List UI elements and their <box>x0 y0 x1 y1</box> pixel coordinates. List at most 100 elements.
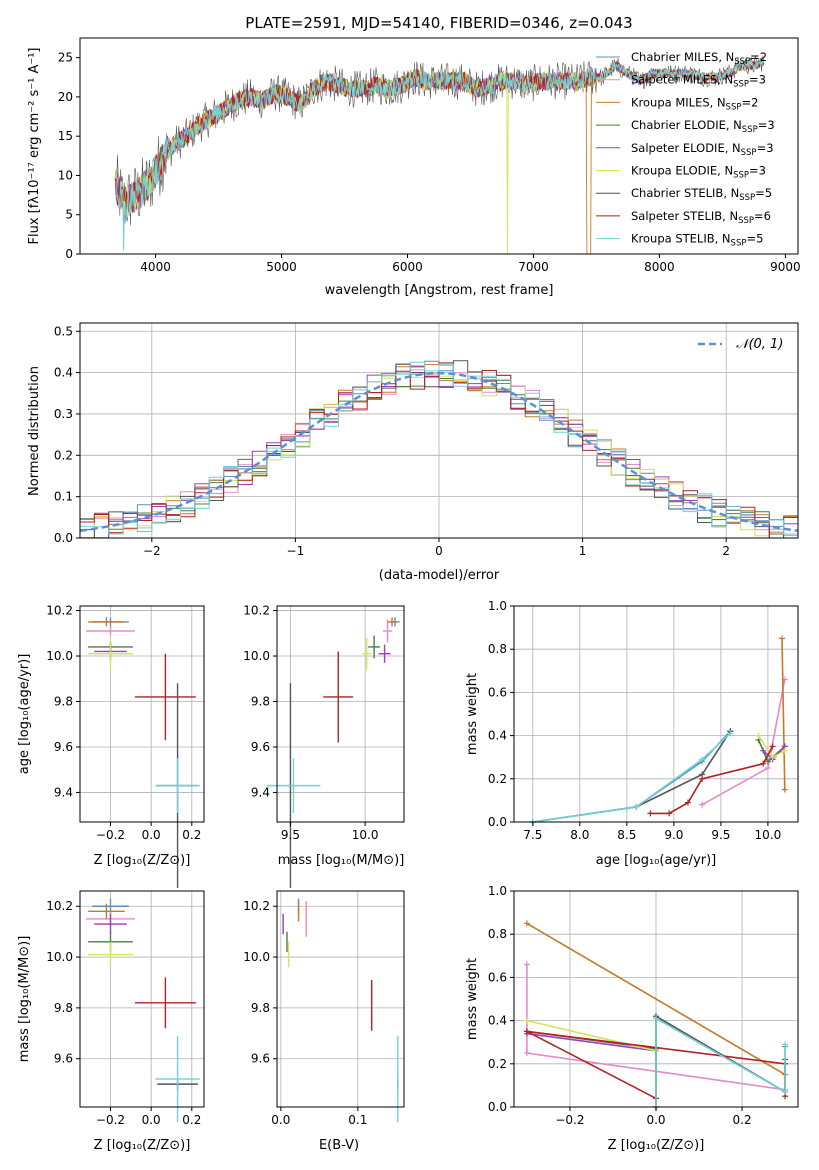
age-z-point <box>88 617 125 627</box>
weight-age-series-line <box>650 746 774 815</box>
mass-ebv-xtick-label: 0.0 <box>271 1113 290 1127</box>
weight-z-xtick-label: −0.2 <box>555 1113 584 1127</box>
spectrum-xlabel: wavelength [Angstrom, rest frame] <box>325 283 554 298</box>
spectrum-series-line <box>114 56 764 212</box>
residuals-xtick-label: 0 <box>435 544 443 558</box>
legend-label: Salpeter STELIB, NSSP=6 <box>631 209 771 226</box>
mass-z-xlabel: Z [log₁₀(Z/Z⊙)] <box>94 1138 191 1153</box>
age-mass-ytick-label: 9.4 <box>251 785 270 799</box>
weight-age-series-line <box>701 679 786 806</box>
legend-label: Chabrier MILES, NSSP=2 <box>631 50 767 67</box>
weight-vs-age-panel: 7.5 8.0 8.5 9.0 9.5 10.0 0.0 0.2 0.4 0.6 0.8 1.0 <box>488 599 799 842</box>
weight-age-xtick-label: 8.0 <box>570 828 589 842</box>
spectrum-ytick-label: 0 <box>65 247 73 261</box>
weight-age-marker <box>699 775 706 782</box>
spectrum-xtick-label: 8000 <box>644 260 675 274</box>
legend-label: Kroupa ELODIE, NSSP=3 <box>631 164 766 181</box>
mass-z-ytick-label: 9.6 <box>54 1052 73 1066</box>
weight-z-xlabel: Z [log₁₀(Z/Z⊙)] <box>608 1138 705 1153</box>
weight-age-series-line <box>781 638 786 790</box>
weight-z-series-line <box>526 1032 657 1052</box>
spectrum-ytick-label: 10 <box>58 168 73 182</box>
age-mass-ytick-label: 10.0 <box>243 649 270 663</box>
spectrum-xtick-label: 4000 <box>140 260 171 274</box>
weight-age-marker <box>769 754 776 761</box>
weight-age-marker <box>755 732 762 739</box>
residuals-ytick-label: 0.0 <box>54 531 73 545</box>
spectrum-frame <box>79 37 799 255</box>
residuals-ylabel: Normed distribution <box>27 366 42 496</box>
weight-age-frame <box>513 605 799 823</box>
weight-z-ytick-label: 1.0 <box>488 884 507 898</box>
age-z-frame <box>79 605 205 823</box>
legend-label: Kroupa MILES, NSSP=2 <box>631 95 758 112</box>
weight-age-marker <box>760 760 767 767</box>
legend-label: Chabrier ELODIE, NSSP=3 <box>631 118 775 135</box>
age-vs-metallicity-panel: −0.2 0.0 0.2 9.4 9.6 9.8 10.0 10.2 <box>46 604 205 888</box>
weight-z-ytick-label: 0.6 <box>488 970 507 984</box>
weight-age-xtick-label: 7.5 <box>523 828 542 842</box>
weight-vs-metallicity-panel: −0.2 0.0 0.2 0.0 0.2 0.4 0.6 0.8 1.0 <box>488 884 799 1127</box>
mass-ebv-ytick-label: 9.6 <box>251 1052 270 1066</box>
spectrum-series-line <box>115 57 765 251</box>
mass-ebv-grid <box>277 891 404 1107</box>
legend-label: Chabrier STELIB, NSSP=5 <box>631 186 772 203</box>
weight-age-xtick-label: 9.5 <box>711 828 730 842</box>
spectrum-xtick-label: 5000 <box>266 260 297 274</box>
weight-z-ytick-label: 0.4 <box>488 1014 507 1028</box>
weight-age-marker <box>779 635 786 642</box>
mass-vs-extinction-panel: 0.0 0.1 9.6 9.8 10.0 10.2 <box>243 890 405 1127</box>
spectrum-ytick-label: 25 <box>58 51 73 65</box>
weight-z-marker <box>782 1088 789 1095</box>
mass-z-xtick-label: 0.2 <box>182 1113 201 1127</box>
mass-ebv-ytick-label: 9.8 <box>251 1001 270 1015</box>
age-mass-point <box>387 617 397 627</box>
mass-z-point <box>134 977 196 1029</box>
weight-z-series-line <box>655 1017 786 1107</box>
weight-z-marker <box>653 1015 659 1022</box>
legend-label: Salpeter MILES, NSSP=3 <box>631 73 766 90</box>
residuals-xlabel: (data-model)/error <box>379 568 500 583</box>
weight-z-marker <box>523 920 530 927</box>
age-mass-point <box>266 758 321 813</box>
weight-age-marker <box>666 810 673 817</box>
age-mass-frame <box>276 605 405 823</box>
weight-z-ytick-label: 0.0 <box>488 1100 507 1114</box>
mass-z-ytick-label: 10.0 <box>46 950 73 964</box>
weight-age-marker <box>699 756 706 763</box>
mass-ebv-frame <box>276 890 405 1108</box>
weight-age-marker <box>647 810 654 817</box>
mass-ebv-ytick-label: 10.2 <box>243 899 270 913</box>
age-mass-point <box>362 637 372 670</box>
age-z-point <box>88 637 133 670</box>
spectrum-legend: Chabrier MILES, NSSP=2 Salpeter MILES, NS… <box>596 50 775 249</box>
spectrum-ytick-label: 15 <box>58 129 73 143</box>
age-z-xtick-label: 0.0 <box>142 828 161 842</box>
mass-z-frame <box>79 890 205 1108</box>
weight-age-marker <box>699 801 706 808</box>
weight-age-grid <box>514 605 798 823</box>
age-mass-xlabel: mass [log₁₀(M/M⊙)] <box>278 853 405 868</box>
weight-z-xtick-label: 0.2 <box>733 1113 752 1127</box>
weight-age-marker <box>781 786 788 793</box>
weight-age-ytick-label: 0.6 <box>488 685 507 699</box>
age-z-ytick-label: 9.6 <box>54 740 73 754</box>
age-z-ytick-label: 9.4 <box>54 785 73 799</box>
mass-z-point <box>88 903 125 919</box>
weight-age-marker <box>684 799 691 806</box>
mass-z-xtick-label: 0.0 <box>142 1113 161 1127</box>
weight-z-marker <box>523 1017 530 1024</box>
weight-z-series-line <box>526 922 786 1076</box>
weight-z-xtick-label: 0.0 <box>646 1113 665 1127</box>
weight-age-series-line <box>532 732 731 823</box>
legend-label: Salpeter ELODIE, NSSP=3 <box>631 141 774 158</box>
weight-age-marker <box>633 803 640 810</box>
residuals-legend: 𝒩(0, 1) <box>698 337 783 352</box>
residuals-xtick-label: 2 <box>722 544 730 558</box>
mass-ebv-xtick-label: 0.1 <box>348 1113 367 1127</box>
mass-z-point <box>88 941 133 968</box>
age-z-point <box>134 653 196 741</box>
residuals-xtick-label: −1 <box>287 544 305 558</box>
age-vs-mass-panel: 9.5 10.0 9.4 9.6 9.8 10.0 10.2 <box>243 604 405 888</box>
